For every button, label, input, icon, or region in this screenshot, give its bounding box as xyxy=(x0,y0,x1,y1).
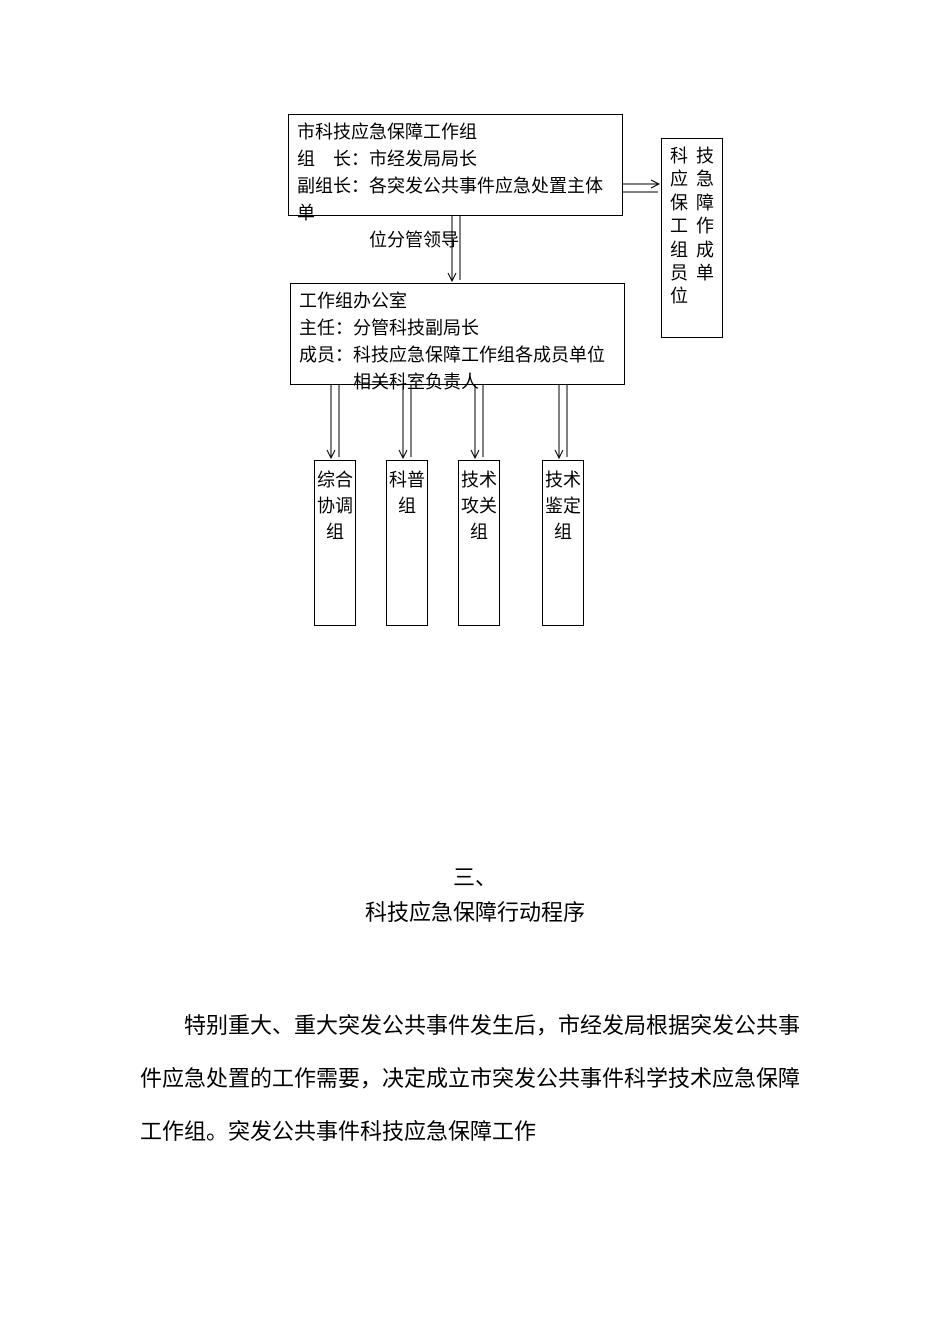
top-box-line2: 组 长：市经发局局长 xyxy=(297,146,614,173)
top-workgroup-box: 市科技应急保障工作组 组 长：市经发局局长 副组长：各突发公共事件应急处置主体单… xyxy=(288,114,623,216)
sub-box-science-popularization: 科普组 xyxy=(386,460,428,626)
heading-number: 三、 xyxy=(0,860,950,895)
body-paragraph: 特别重大、重大突发公共事件发生后，市经发局根据突发公共事件应急处置的工作需要，决… xyxy=(140,1000,800,1158)
top-box-line1: 市科技应急保障工作组 xyxy=(297,119,614,146)
mid-box-line3b: 相关科室负责人 xyxy=(299,369,616,396)
sub-box-technical-appraisal: 技术鉴定组 xyxy=(542,460,584,626)
top-box-line3: 副组长：各突发公共事件应急处置主体单 xyxy=(297,173,614,227)
right-member-units-box: 科技应急保障工作组成员单位 xyxy=(661,138,723,338)
body-text-content: 特别重大、重大突发公共事件发生后，市经发局根据突发公共事件应急处置的工作需要，决… xyxy=(140,1000,800,1158)
mid-box-line2: 主任：分管科技副局长 xyxy=(299,315,616,342)
top-box-line3b: 位分管领导 xyxy=(297,227,614,254)
sub-box-technical-research: 技术攻关组 xyxy=(458,460,500,626)
mid-box-line3: 成员：科技应急保障工作组各成员单位 xyxy=(299,342,616,369)
sub-box-coordination: 综合协调组 xyxy=(314,460,356,626)
mid-box-line1: 工作组办公室 xyxy=(299,288,616,315)
section-heading: 三、 科技应急保障行动程序 xyxy=(0,860,950,930)
heading-title: 科技应急保障行动程序 xyxy=(0,895,950,930)
org-chart-diagram: 市科技应急保障工作组 组 长：市经发局局长 副组长：各突发公共事件应急处置主体单… xyxy=(0,0,950,720)
office-box: 工作组办公室 主任：分管科技副局长 成员：科技应急保障工作组各成员单位 相关科室… xyxy=(290,283,625,385)
right-box-text: 科技应急保障工作组成员单位 xyxy=(670,145,714,309)
